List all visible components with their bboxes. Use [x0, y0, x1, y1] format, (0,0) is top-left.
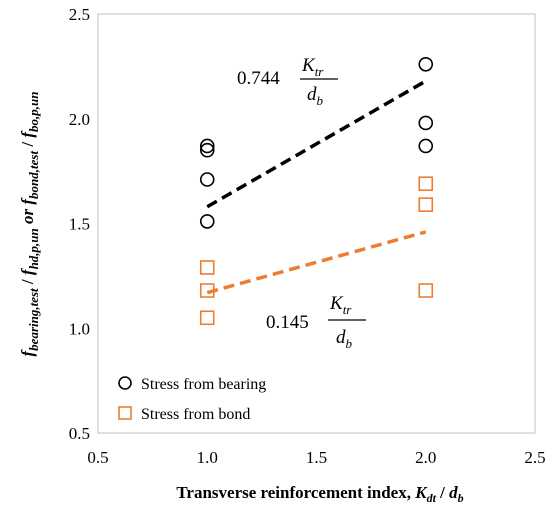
- x-tick-label: 2.0: [415, 448, 436, 467]
- annotation-bearing-denominator: db: [307, 84, 324, 108]
- annotation-bearing: 0.744 Ktr db: [237, 55, 338, 108]
- y-tick-label: 0.5: [69, 424, 90, 443]
- legend: Stress from bearing Stress from bond: [118, 376, 266, 423]
- y-tick-label: 1.5: [69, 215, 90, 234]
- legend-circle-marker: [118, 376, 132, 390]
- point-bearing: [418, 56, 434, 72]
- point-bond: [199, 310, 215, 326]
- trendline-0: [206, 79, 427, 209]
- annotation-bond-denominator: db: [336, 327, 353, 351]
- trendlines: [206, 79, 427, 295]
- point-bearing: [199, 138, 215, 154]
- point-bond: [418, 283, 434, 298]
- legend-label-bearing: Stress from bearing: [141, 376, 266, 393]
- x-tick-label: 1.0: [197, 448, 218, 467]
- annotation-bond-coef: 0.145: [266, 312, 309, 333]
- point-bearing: [199, 172, 215, 187]
- legend-square-marker: [118, 406, 132, 420]
- y-tick-label: 2.0: [69, 110, 90, 129]
- annotation-bearing-numerator: Ktr: [301, 55, 324, 79]
- point-bond: [199, 283, 215, 298]
- x-tick-label: 1.5: [306, 448, 327, 467]
- point-bearing: [418, 138, 434, 154]
- plot-area: [97, 13, 536, 434]
- y-tick-label: 2.5: [69, 5, 90, 24]
- annotation-bond: 0.145 Ktr db: [266, 293, 366, 351]
- x-tick-label: 0.5: [87, 448, 108, 467]
- legend-label-bond: Stress from bond: [141, 406, 250, 423]
- y-tick-label: 1.0: [69, 319, 90, 338]
- y-tick-labels: 0.5 1.0 1.5 2.0 2.5: [69, 5, 90, 443]
- point-bond: [418, 176, 434, 191]
- point-bearing: [199, 214, 215, 229]
- annotation-bearing-coef: 0.744: [237, 68, 280, 89]
- point-bond: [418, 197, 434, 212]
- point-bond: [199, 260, 215, 275]
- trendline-1: [206, 230, 427, 295]
- data-points: [199, 56, 434, 326]
- x-tick-labels: 0.5 1.0 1.5 2.0 2.5: [87, 448, 545, 467]
- point-bearing: [199, 142, 215, 158]
- point-bearing: [418, 115, 434, 131]
- annotation-bond-numerator: Ktr: [329, 293, 352, 317]
- x-tick-label: 2.5: [524, 448, 545, 467]
- x-axis-title: Transverse reinforcement index, Kdt / db: [176, 483, 463, 505]
- y-axis-title: fbearing,test / fhd,p,un or fbond,test /…: [18, 92, 41, 357]
